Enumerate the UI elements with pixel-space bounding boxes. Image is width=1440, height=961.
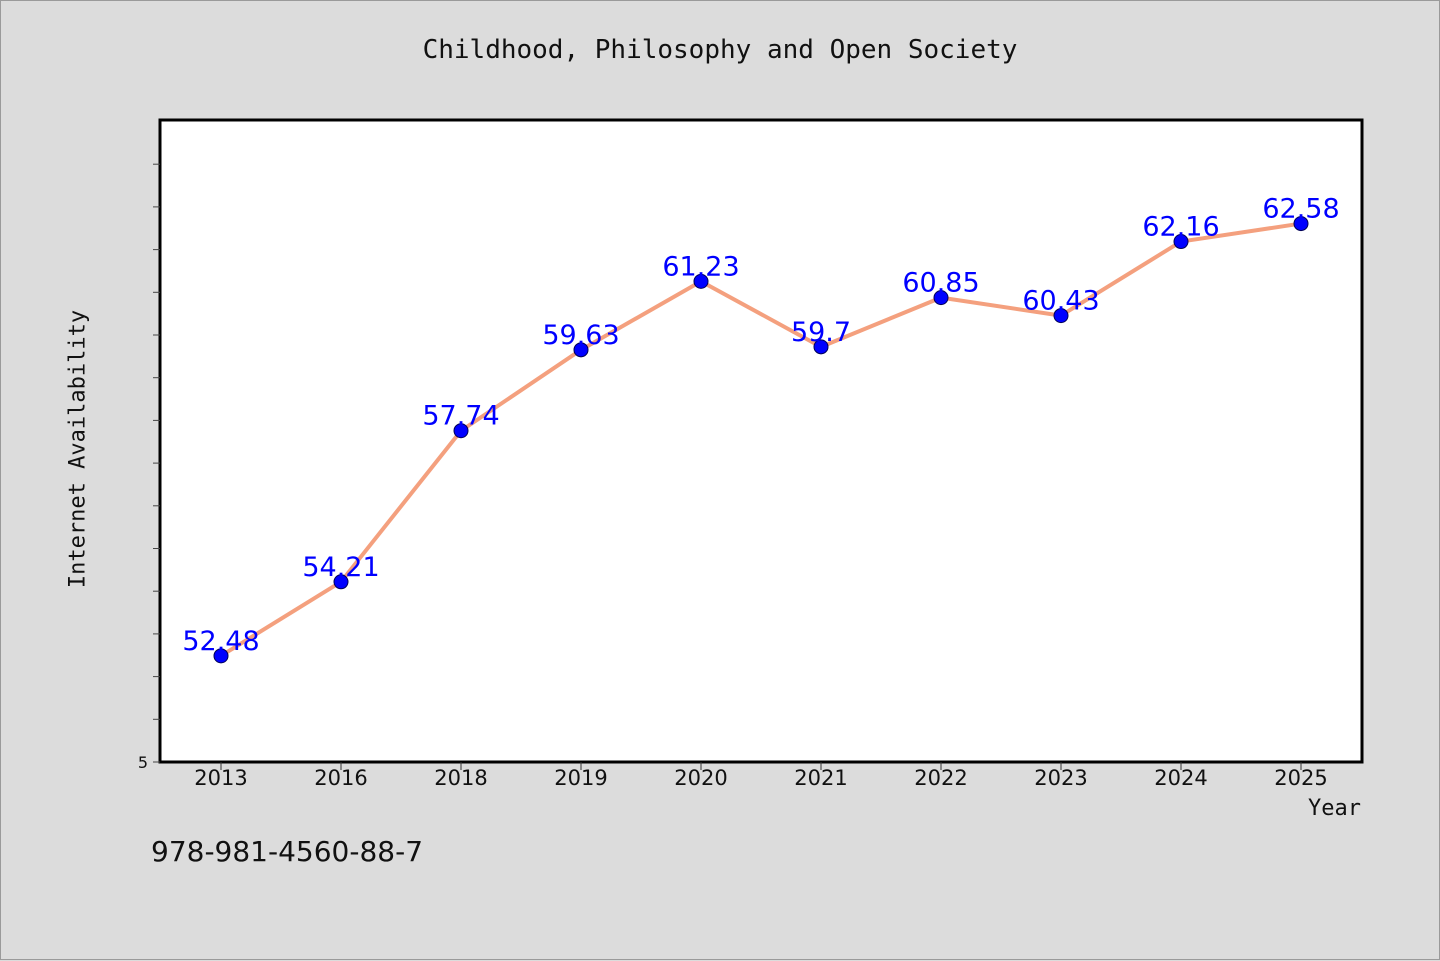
- x-tick-label: 2018: [434, 766, 487, 790]
- data-point: [693, 273, 709, 289]
- data-labels: 52.48 54.21 57.74 59.63 61.23 59.7 60.85 60.43 6…: [182, 194, 1339, 657]
- data-label: 59.7: [791, 317, 851, 348]
- x-tick-label: 2016: [314, 766, 367, 790]
- data-point: [573, 342, 589, 358]
- x-tick-label: 2022: [914, 766, 967, 790]
- y-axis-label: Internet Availability: [65, 309, 91, 589]
- y-tick-label: 5: [138, 753, 148, 772]
- x-tick-label: 2013: [194, 766, 247, 790]
- plot-area: [158, 118, 1364, 764]
- data-label: 62.16: [1142, 212, 1219, 243]
- data-point: [453, 423, 469, 439]
- x-tick-label: 2021: [794, 766, 847, 790]
- data-point: [813, 339, 829, 355]
- x-tick-label: 2020: [674, 766, 727, 790]
- series-line: [219, 221, 1302, 658]
- y-ticks: 5: [138, 163, 160, 772]
- x-tick-label: 2023: [1034, 766, 1087, 790]
- data-point: [333, 574, 349, 590]
- chart-title: Childhood, Philosophy and Open Society: [422, 35, 1018, 65]
- data-point: [1293, 216, 1309, 232]
- x-tick-label: 2025: [1274, 766, 1327, 790]
- data-label: 57.74: [422, 401, 499, 432]
- data-point: [1053, 308, 1069, 324]
- data-point: [213, 648, 229, 664]
- data-label: 54.21: [302, 552, 379, 583]
- data-label: 62.58: [1262, 194, 1339, 225]
- data-label: 59.63: [542, 320, 619, 351]
- x-ticks: 2013 2016 2018 2019 2020 2021 2022 2023 2024 2025: [194, 762, 1328, 790]
- data-label: 52.48: [182, 626, 259, 657]
- data-label: 60.43: [1022, 286, 1099, 317]
- x-tick-label: 2024: [1154, 766, 1207, 790]
- x-axis-label: Year: [1308, 796, 1361, 821]
- data-point: [1173, 234, 1189, 250]
- x-tick-label: 2019: [554, 766, 607, 790]
- data-label: 61.23: [662, 251, 739, 282]
- data-label: 60.85: [902, 268, 979, 299]
- footer-code: 978-981-4560-88-7: [151, 835, 424, 868]
- data-point: [933, 290, 949, 306]
- series-group: [213, 216, 1309, 664]
